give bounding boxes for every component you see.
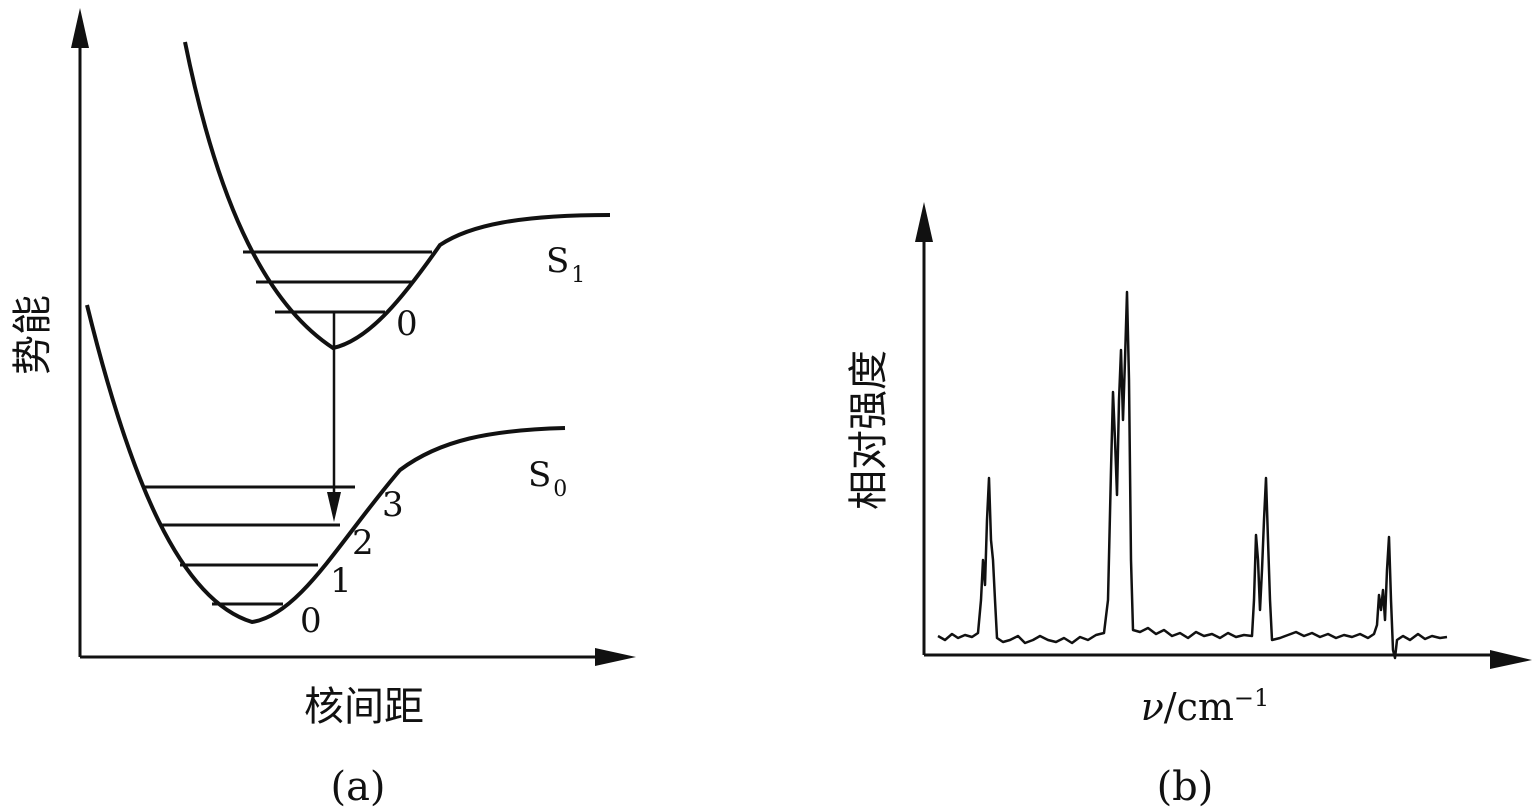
upper-level-number: 0 [396, 304, 418, 344]
panel-a-x-axis-arrowhead [595, 648, 636, 666]
panel-b-y-axis-arrowhead [915, 202, 933, 242]
lower-level-number: 3 [382, 485, 404, 525]
panel-b-caption: (b) [1157, 764, 1214, 810]
upper-potential-curve [183, 41, 611, 351]
panel-a-y-axis-label: 势能 [10, 295, 56, 375]
lower-curve-label: S0 [528, 455, 567, 502]
lower-potential-curve [85, 304, 566, 625]
panel-b-x-axis-arrowhead [1490, 650, 1532, 669]
panel-b: 相对强度 ν/cm−1 (b) [846, 202, 1532, 810]
lower-level-number: 1 [330, 561, 352, 601]
panel-a-caption: (a) [330, 764, 385, 810]
lower-level-number: 2 [352, 523, 374, 563]
lower-level-number: 0 [300, 601, 322, 641]
panel-a-y-axis-arrowhead [71, 8, 89, 48]
transition-arrowhead [327, 492, 341, 522]
panel-a-x-axis-label: 核间距 [304, 684, 424, 730]
upper-curve-label: S1 [546, 241, 585, 288]
panel-a: S1 S0 0 0 1 2 3 势能 核间距 (a) [10, 8, 636, 810]
panel-b-y-axis-label: 相对强度 [846, 350, 892, 510]
spectrum-trace [937, 290, 1448, 660]
panel-b-x-axis-label: ν/cm−1 [1141, 684, 1270, 729]
